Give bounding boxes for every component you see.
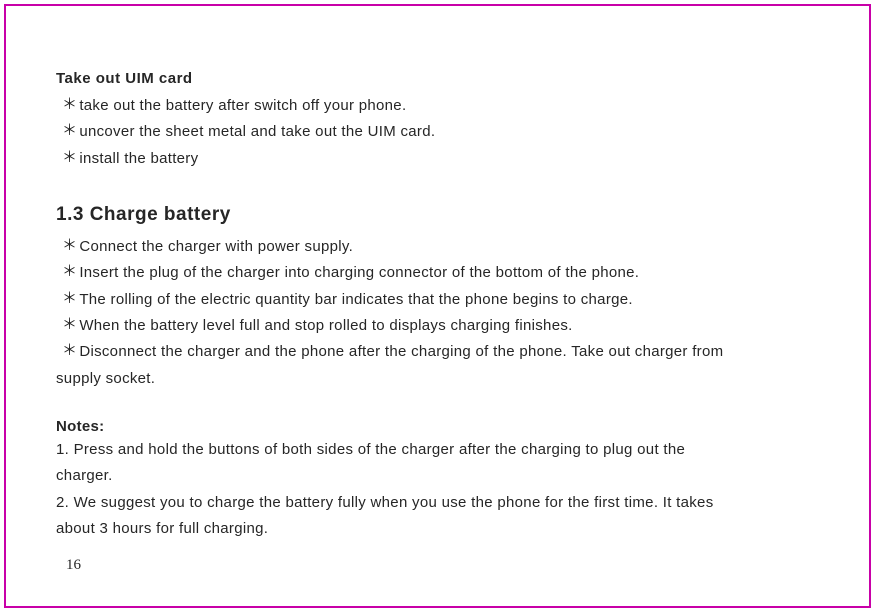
notes-title: Notes: xyxy=(56,418,819,435)
bullet-text: The rolling of the electric quantity bar… xyxy=(79,291,633,308)
bullet-text: When the battery level full and stop rol… xyxy=(79,317,572,334)
charge-bullet: ＊Disconnect the charger and the phone af… xyxy=(56,339,819,365)
bullet-icon: ＊ xyxy=(62,92,77,118)
bullet-text: uncover the sheet metal and take out the… xyxy=(79,123,435,140)
uim-bullet: ＊take out the battery after switch off y… xyxy=(56,93,819,119)
notes-line: about 3 hours for full charging. xyxy=(56,516,819,542)
notes-line: charger. xyxy=(56,463,819,489)
bullet-icon: ＊ xyxy=(62,259,77,285)
charge-bullet: ＊Connect the charger with power supply. xyxy=(56,234,819,260)
bullet-icon: ＊ xyxy=(62,145,77,171)
bullet-icon: ＊ xyxy=(62,118,77,144)
uim-bullet: ＊uncover the sheet metal and take out th… xyxy=(56,119,819,145)
bullet-text: take out the battery after switch off yo… xyxy=(79,97,406,114)
bullet-icon: ＊ xyxy=(62,312,77,338)
bullet-icon: ＊ xyxy=(62,338,77,364)
page-number: 16 xyxy=(66,557,81,574)
notes-line: 2. We suggest you to charge the battery … xyxy=(56,490,819,516)
bullet-icon: ＊ xyxy=(62,233,77,259)
notes-line: 1. Press and hold the buttons of both si… xyxy=(56,437,819,463)
charge-bullet: ＊The rolling of the electric quantity ba… xyxy=(56,287,819,313)
bullet-text: Disconnect the charger and the phone aft… xyxy=(79,344,723,361)
document-content: Take out UIM card ＊take out the battery … xyxy=(56,70,819,542)
charge-bullet: ＊When the battery level full and stop ro… xyxy=(56,313,819,339)
bullet-icon: ＊ xyxy=(62,286,77,312)
charge-section-title: 1.3 Charge battery xyxy=(56,204,819,226)
uim-bullet: ＊install the battery xyxy=(56,146,819,172)
bullet-text: Insert the plug of the charger into char… xyxy=(79,264,639,281)
charge-continuation: supply socket. xyxy=(56,366,819,392)
charge-bullet: ＊Insert the plug of the charger into cha… xyxy=(56,260,819,286)
bullet-text: Connect the charger with power supply. xyxy=(79,238,353,255)
uim-section-title: Take out UIM card xyxy=(56,70,819,87)
bullet-text: install the battery xyxy=(79,150,198,167)
